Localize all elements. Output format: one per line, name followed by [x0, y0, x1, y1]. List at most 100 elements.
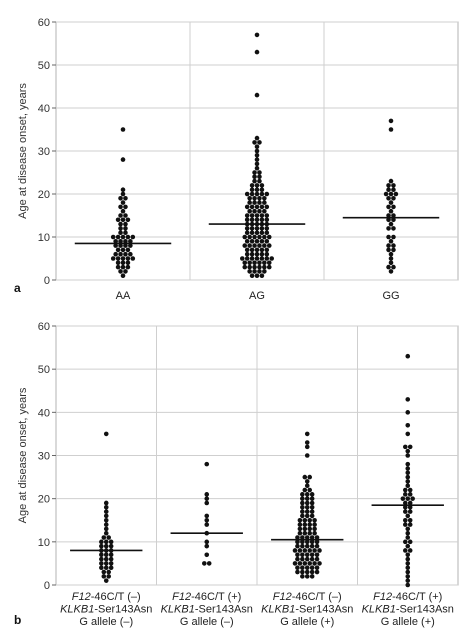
- data-point: [204, 552, 210, 558]
- data-point: [407, 539, 413, 545]
- data-point: [252, 200, 257, 205]
- data-point: [297, 561, 303, 566]
- data-point: [264, 217, 270, 223]
- data-point: [204, 517, 210, 523]
- category-label-line: F12-46C/T (+): [373, 591, 442, 603]
- data-point: [307, 517, 313, 523]
- data-point: [403, 548, 408, 553]
- data-point: [300, 513, 305, 519]
- data-point: [254, 230, 260, 235]
- data-point: [309, 535, 315, 540]
- data-point: [249, 213, 255, 218]
- data-point: [120, 208, 126, 214]
- data-point: [118, 251, 123, 257]
- data-point: [257, 200, 262, 205]
- data-point: [388, 178, 394, 184]
- data-point: [247, 200, 252, 205]
- data-point: [262, 243, 267, 248]
- category-label-line: G allele (–): [79, 616, 133, 628]
- data-point: [123, 251, 128, 257]
- data-point: [252, 170, 257, 175]
- data-point: [300, 565, 305, 571]
- category-label-line: G allele (+): [381, 616, 435, 628]
- data-point: [249, 226, 255, 231]
- data-point: [247, 196, 252, 201]
- gene-name: F12: [72, 591, 91, 603]
- data-point: [407, 505, 413, 510]
- data-point: [103, 522, 109, 527]
- data-point: [252, 174, 257, 180]
- data-point: [386, 217, 391, 223]
- data-point: [405, 513, 411, 519]
- data-point: [407, 517, 413, 523]
- data-point: [304, 500, 310, 506]
- data-point: [123, 204, 128, 210]
- y-tick-label: 30: [38, 146, 50, 158]
- category-label-text: G allele (–): [79, 616, 133, 628]
- data-point: [120, 256, 126, 261]
- data-point: [101, 535, 107, 540]
- y-tick-label: 30: [38, 451, 50, 463]
- data-point: [120, 260, 126, 266]
- data-point: [249, 204, 255, 210]
- data-point: [103, 431, 109, 437]
- data-point: [123, 269, 128, 274]
- data-point: [403, 505, 408, 510]
- data-point: [204, 492, 210, 497]
- data-point: [115, 217, 121, 223]
- data-point: [386, 234, 391, 240]
- data-point: [302, 530, 308, 536]
- data-point: [259, 251, 265, 257]
- data-point: [118, 221, 123, 227]
- data-point: [244, 239, 250, 244]
- data-point: [254, 153, 260, 158]
- data-point: [249, 239, 255, 244]
- data-point: [123, 196, 128, 201]
- data-point: [262, 196, 267, 201]
- data-point: [309, 569, 315, 575]
- category-label-line: KLKB1-Ser143Asn: [261, 604, 353, 616]
- data-point: [304, 565, 310, 571]
- data-point: [262, 269, 267, 274]
- data-point: [388, 118, 394, 124]
- y-tick-label: 10: [38, 232, 50, 244]
- data-point: [118, 269, 123, 274]
- data-point: [405, 461, 411, 467]
- data-point: [103, 517, 109, 523]
- data-point: [405, 397, 411, 402]
- data-point: [266, 260, 272, 266]
- data-point: [106, 569, 111, 575]
- data-point: [257, 264, 262, 270]
- data-point: [304, 513, 310, 519]
- data-point: [249, 183, 255, 188]
- data-point: [304, 543, 310, 549]
- data-point: [405, 552, 411, 558]
- data-point: [266, 234, 272, 240]
- data-point: [254, 187, 260, 192]
- data-point: [259, 217, 265, 223]
- data-point: [304, 440, 310, 445]
- data-point: [312, 561, 317, 566]
- data-point: [257, 243, 262, 248]
- data-point: [309, 574, 315, 579]
- data-point: [118, 226, 123, 231]
- data-point: [405, 578, 411, 583]
- data-point: [304, 539, 310, 545]
- data-point: [108, 556, 114, 562]
- data-point: [405, 431, 411, 437]
- data-point: [123, 230, 128, 235]
- data-point: [391, 204, 396, 210]
- data-point: [300, 574, 305, 579]
- data-point: [240, 256, 245, 261]
- data-point: [407, 487, 413, 493]
- data-point: [244, 213, 250, 218]
- data-point: [242, 234, 248, 240]
- data-point: [123, 221, 128, 227]
- data-point: [405, 526, 411, 532]
- data-point: [244, 191, 250, 197]
- data-point: [249, 191, 255, 197]
- data-point: [386, 196, 391, 201]
- data-point: [297, 517, 303, 523]
- data-point: [297, 548, 303, 553]
